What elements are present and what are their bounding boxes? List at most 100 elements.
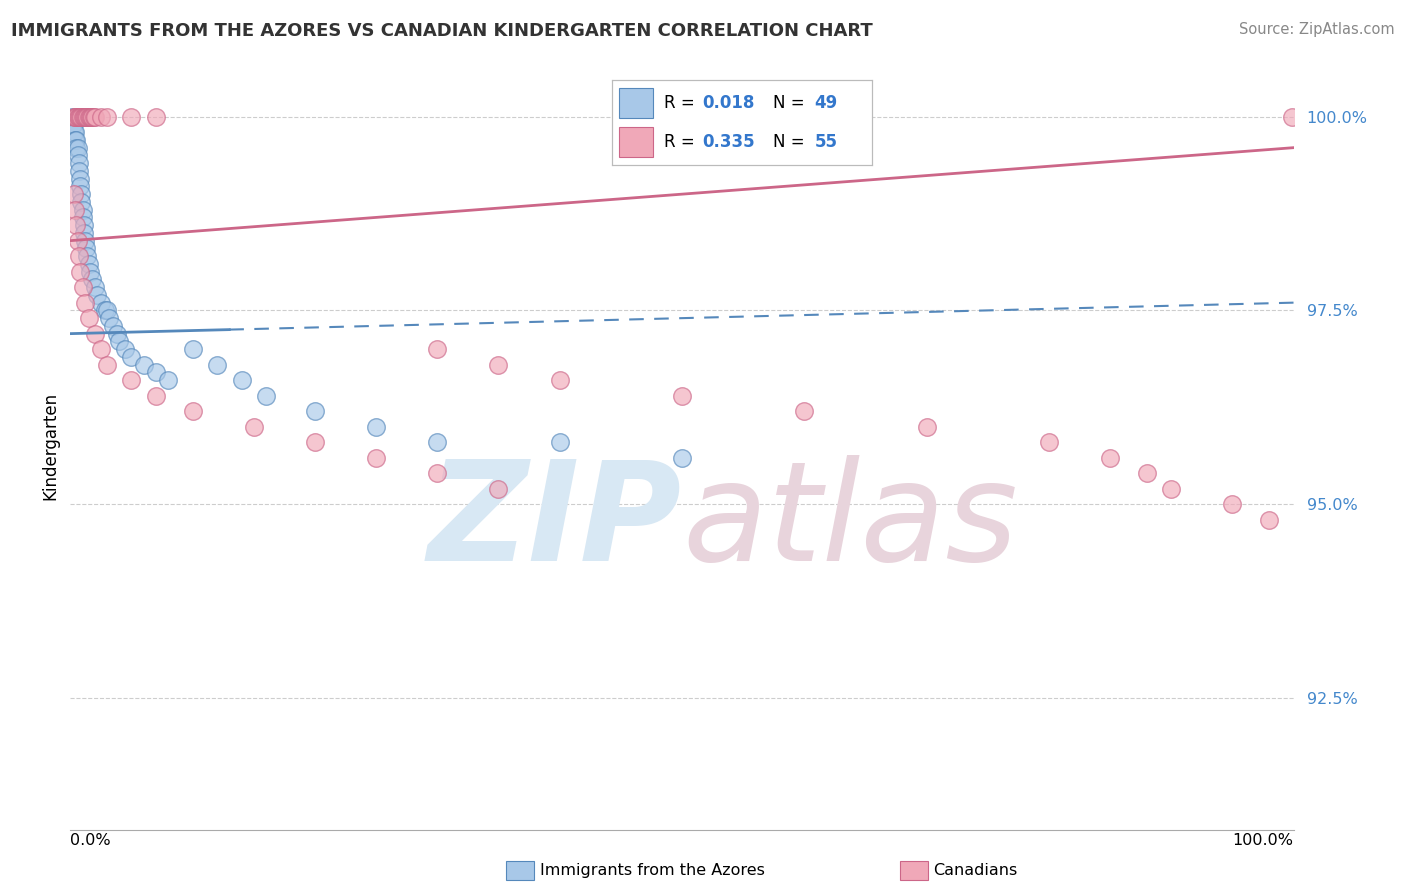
Text: Canadians: Canadians (934, 863, 1018, 878)
Point (83, 110, 105, 124)
Text: 49: 49 (814, 95, 838, 112)
Point (67, 164, 90, 178)
Point (90, 342, 112, 356)
Point (66, 148, 89, 162)
Point (83, 280, 105, 294)
Point (66, 110, 89, 124)
Text: N =: N = (773, 133, 810, 151)
Point (65, 133, 87, 147)
Point (69, 265, 91, 279)
Point (304, 404, 326, 418)
Point (101, 318, 124, 333)
Point (1258, 513, 1281, 527)
Text: 0.018: 0.018 (703, 95, 755, 112)
Point (82, 110, 104, 124)
Text: Immigrants from the Azores: Immigrants from the Azores (540, 863, 765, 878)
Point (63, 110, 86, 124)
Point (132, 358, 155, 372)
Point (157, 373, 180, 387)
Point (121, 373, 143, 387)
Text: 0.335: 0.335 (703, 133, 755, 151)
Point (66, 234, 89, 248)
Point (63, 117, 86, 131)
Point (65, 110, 87, 124)
Text: R =: R = (664, 95, 700, 112)
Point (80, 110, 103, 124)
Point (63, 110, 86, 124)
Point (488, 482, 510, 496)
Point (73, 110, 96, 124)
Text: 55: 55 (814, 133, 838, 151)
Point (63, 133, 86, 147)
Point (1136, 466, 1159, 480)
Point (205, 358, 228, 372)
Point (426, 435, 449, 450)
Point (121, 350, 143, 364)
Point (60, 110, 83, 124)
Text: N =: N = (773, 95, 810, 112)
Point (93, 303, 115, 318)
Point (69, 179, 91, 194)
Point (65, 141, 87, 155)
Point (63, 125, 86, 139)
Point (145, 389, 167, 403)
Point (181, 342, 204, 356)
Point (366, 450, 388, 465)
Point (70, 187, 93, 202)
Point (75, 241, 97, 255)
Point (96, 110, 118, 124)
Point (72, 211, 94, 225)
Point (108, 334, 131, 349)
Y-axis label: Kindergarten: Kindergarten (41, 392, 59, 500)
Point (488, 358, 510, 372)
Point (79, 265, 101, 279)
Point (548, 373, 571, 387)
Point (83, 110, 105, 124)
Point (243, 419, 266, 434)
Point (77, 311, 100, 326)
Point (62, 117, 84, 131)
Point (83, 326, 105, 341)
Point (63, 125, 86, 139)
Point (1038, 435, 1060, 450)
Point (75, 110, 97, 124)
Point (65, 218, 87, 232)
Text: ZIP: ZIP (427, 455, 682, 591)
Point (671, 450, 693, 465)
Point (77, 257, 100, 271)
Point (73, 218, 96, 232)
Point (67, 156, 90, 170)
Point (254, 389, 277, 403)
Point (63, 202, 86, 217)
Point (426, 466, 449, 480)
Point (69, 110, 91, 124)
Point (1160, 482, 1182, 496)
Point (73, 226, 96, 240)
Point (76, 249, 98, 263)
Point (72, 202, 94, 217)
Point (66, 141, 89, 155)
Text: Source: ZipAtlas.com: Source: ZipAtlas.com (1239, 22, 1395, 37)
Point (90, 110, 112, 124)
Point (73, 110, 96, 124)
Point (145, 110, 167, 124)
Point (98, 311, 121, 326)
FancyBboxPatch shape (620, 88, 654, 119)
Point (72, 280, 94, 294)
FancyBboxPatch shape (620, 127, 654, 157)
Point (76, 110, 98, 124)
Point (1220, 497, 1243, 511)
Point (67, 110, 90, 124)
Point (90, 295, 112, 310)
Point (82, 272, 104, 286)
Point (145, 365, 167, 379)
Point (231, 373, 253, 387)
Point (67, 249, 90, 263)
Point (73, 234, 96, 248)
Point (96, 358, 118, 372)
Point (69, 171, 91, 186)
Point (548, 435, 571, 450)
Text: atlas: atlas (682, 455, 1018, 591)
Point (1281, 110, 1303, 124)
Point (121, 110, 143, 124)
